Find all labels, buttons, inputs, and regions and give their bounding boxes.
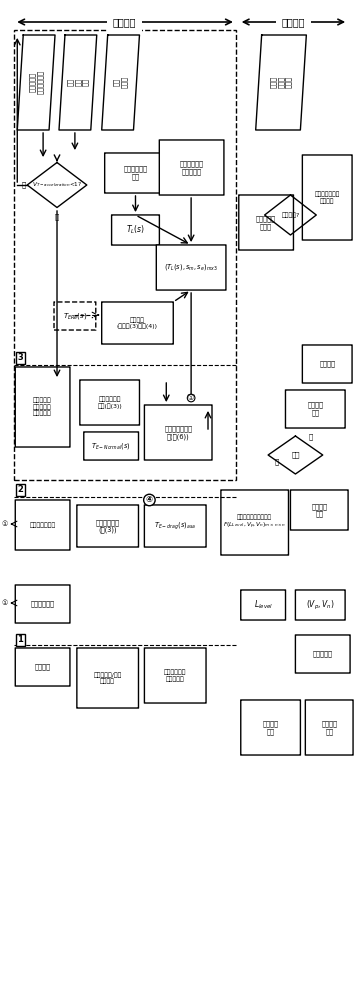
Text: 其他保护发出的
跳闸信号: 其他保护发出的 跳闸信号 (314, 191, 340, 204)
Text: ④: ④ (146, 495, 153, 504)
FancyBboxPatch shape (80, 380, 140, 425)
Text: 可能的正常/负荷
变化范围: 可能的正常/负荷 变化范围 (93, 672, 122, 684)
FancyBboxPatch shape (285, 390, 345, 428)
FancyBboxPatch shape (15, 585, 70, 623)
FancyBboxPatch shape (302, 155, 352, 240)
Bar (14, 30, 236, 480)
FancyBboxPatch shape (290, 490, 348, 530)
Text: 电压暂降
观测: 电压暂降 观测 (262, 720, 279, 735)
FancyBboxPatch shape (144, 648, 206, 703)
Text: $L_{level}$: $L_{level}$ (254, 599, 272, 611)
FancyBboxPatch shape (84, 432, 139, 460)
Text: 是: 是 (308, 434, 312, 440)
Text: $T_{ERe}(s)$: $T_{ERe}(s)$ (62, 311, 87, 321)
Text: 厂家数据: 厂家数据 (34, 664, 51, 670)
FancyBboxPatch shape (295, 590, 345, 620)
Text: 电压恢复?: 电压恢复? (281, 212, 300, 218)
Text: 电压暂降
观测: 电压暂降 观测 (321, 720, 337, 735)
FancyBboxPatch shape (159, 140, 224, 195)
FancyBboxPatch shape (144, 505, 206, 547)
Text: 1: 1 (17, 636, 23, 645)
Text: 负载
类别
识别: 负载 类别 识别 (67, 79, 89, 87)
FancyBboxPatch shape (221, 490, 289, 555)
Text: 临界动作
时间: 临界动作 时间 (307, 402, 323, 416)
Text: 不同负载大小
的取值集合: 不同负载大小 的取值集合 (180, 160, 204, 175)
Text: 否: 否 (55, 214, 59, 220)
Text: 计算临界动作时
间(式(6)): 计算临界动作时 间(式(6)) (164, 425, 192, 440)
Text: 电磁转矩特性
计算(式(3)): 电磁转矩特性 计算(式(3)) (97, 396, 122, 409)
Text: 电压互感器
测量电压大小: 电压互感器 测量电压大小 (29, 70, 43, 95)
FancyBboxPatch shape (239, 195, 293, 250)
FancyBboxPatch shape (306, 700, 353, 755)
Text: 负载转矩特性
计算: 负载转矩特性 计算 (123, 166, 148, 180)
Text: $(V_p, V_n)$: $(V_p, V_n)$ (306, 598, 335, 612)
Text: $T_{E-drag}(s)_{asa}$: $T_{E-drag}(s)_{asa}$ (154, 520, 196, 532)
FancyBboxPatch shape (54, 302, 96, 330)
Text: 3: 3 (17, 354, 23, 362)
Text: 交流接
触器交
流接触: 交流接 触器交 流接触 (270, 77, 292, 89)
Text: 查表: 查表 (291, 452, 300, 458)
Text: $(T_L(s), s_m, s_e)_{mx3}$: $(T_L(s), s_m, s_e)_{mx3}$ (164, 262, 218, 272)
FancyBboxPatch shape (15, 500, 70, 550)
FancyBboxPatch shape (241, 590, 285, 620)
Text: 参数估计方法: 参数估计方法 (31, 601, 55, 607)
Text: 等值电路参数数: 等值电路参数数 (29, 522, 56, 528)
Text: 离线计算: 离线计算 (113, 17, 136, 27)
Text: 否: 否 (274, 459, 279, 465)
Text: 电压暂降期间
电压与电流: 电压暂降期间 电压与电流 (164, 669, 186, 682)
FancyBboxPatch shape (295, 635, 350, 673)
Text: $V_{T-acceleration}$<1?: $V_{T-acceleration}$<1? (32, 181, 82, 189)
FancyBboxPatch shape (15, 367, 70, 447)
FancyBboxPatch shape (302, 345, 352, 383)
FancyBboxPatch shape (144, 405, 212, 460)
Text: $T_{E-Normal}(s)$: $T_{E-Normal}(s)$ (91, 441, 131, 451)
Text: 2: 2 (17, 486, 23, 494)
FancyBboxPatch shape (241, 700, 300, 755)
Text: $T_L(s)$: $T_L(s)$ (126, 224, 145, 236)
Text: 临界动作
时间: 临界动作 时间 (311, 503, 327, 517)
Text: 对称分量法: 对称分量法 (313, 651, 333, 657)
Text: ①: ① (188, 395, 194, 401)
Text: 是: 是 (22, 182, 26, 188)
Text: 在线分析: 在线分析 (282, 17, 305, 27)
Text: 变化
范围中: 变化 范围中 (113, 77, 128, 89)
FancyBboxPatch shape (102, 302, 173, 344)
Text: 电压互感器
测量量: 电压互感器 测量量 (256, 215, 276, 230)
FancyBboxPatch shape (112, 215, 159, 245)
Text: 电压互感器
测量量到的
稳态电压值: 电压互感器 测量量到的 稳态电压值 (33, 398, 52, 416)
Text: ①: ① (1, 521, 7, 527)
Text: ①: ① (1, 600, 7, 606)
FancyBboxPatch shape (15, 648, 70, 686)
Text: 延时元件: 延时元件 (319, 361, 335, 367)
Text: 交点求取
(联立式(3)与式(4)): 交点求取 (联立式(3)与式(4)) (117, 317, 158, 329)
FancyBboxPatch shape (77, 505, 139, 547)
Text: 转矩特性计算
(式(3)): 转矩特性计算 (式(3)) (96, 519, 120, 533)
FancyBboxPatch shape (156, 245, 226, 290)
FancyBboxPatch shape (77, 648, 139, 708)
FancyBboxPatch shape (105, 153, 166, 193)
Text: 临界动作时间的三维表
$F(L_{Level},V_p,V_n)_{m\times n\times n}$: 临界动作时间的三维表 $F(L_{Level},V_p,V_n)_{m\time… (223, 514, 286, 531)
